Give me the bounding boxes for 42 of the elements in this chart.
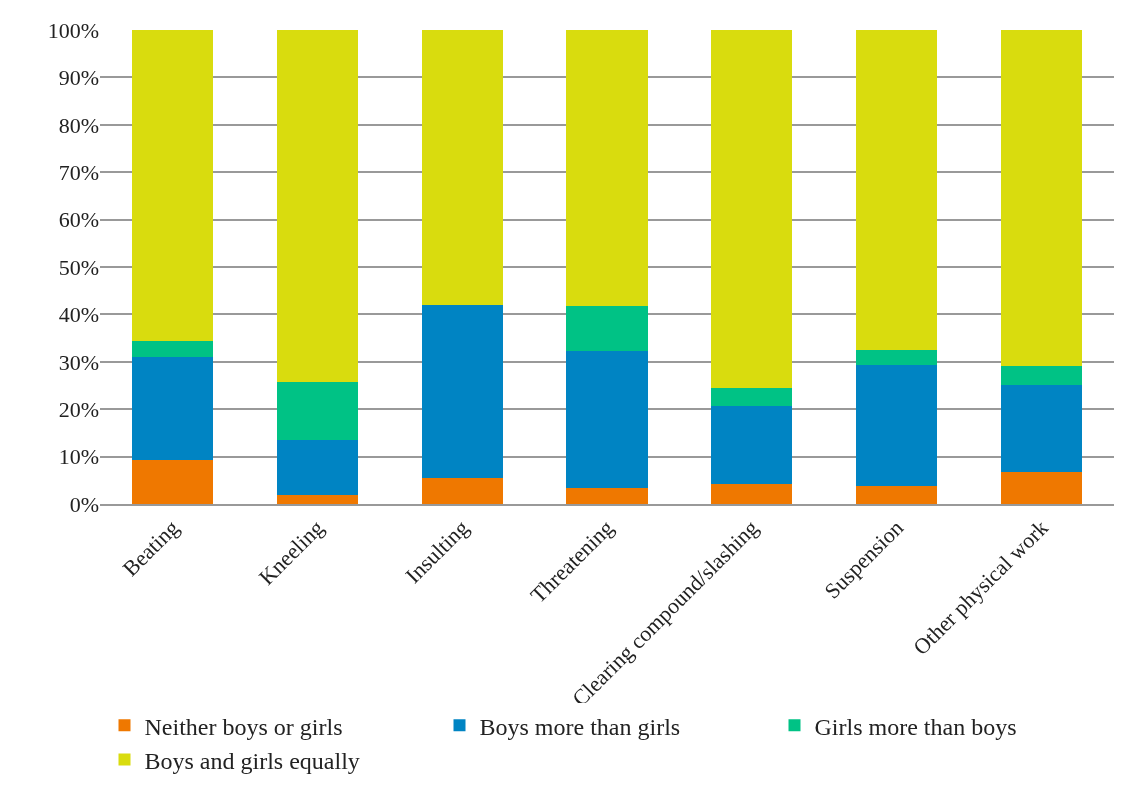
bar xyxy=(856,364,938,487)
legend-label: Boys and girls equally xyxy=(144,747,360,774)
bar xyxy=(711,406,793,484)
y-tick-label: 100% xyxy=(47,17,99,43)
bar xyxy=(276,381,358,441)
bar xyxy=(566,487,648,504)
bar xyxy=(566,306,648,352)
bar xyxy=(566,30,648,307)
bar xyxy=(1001,384,1083,473)
bar xyxy=(856,30,938,350)
bar xyxy=(856,486,938,504)
bar xyxy=(276,495,358,504)
y-tick-label: 0% xyxy=(69,491,99,517)
bar xyxy=(421,30,503,305)
y-tick-label: 70% xyxy=(58,159,99,185)
y-tick-label: 90% xyxy=(58,65,99,91)
bar xyxy=(1001,366,1083,385)
bar xyxy=(711,483,793,504)
bar xyxy=(711,30,793,388)
y-tick-label: 60% xyxy=(58,207,99,233)
bar xyxy=(131,340,213,358)
bar xyxy=(131,460,213,504)
y-tick-label: 10% xyxy=(58,444,99,470)
y-tick-label: 20% xyxy=(58,396,99,422)
y-tick-label: 80% xyxy=(58,112,99,138)
bar xyxy=(856,349,938,365)
legend-label: Boys more than girls xyxy=(479,713,681,740)
bar xyxy=(421,477,503,504)
y-tick-label: 30% xyxy=(58,349,99,375)
bar xyxy=(1001,30,1083,367)
bar xyxy=(276,30,358,382)
legend-label: Girls more than boys xyxy=(814,713,1017,740)
bar xyxy=(711,387,793,407)
y-tick-label: 50% xyxy=(58,254,99,280)
bar xyxy=(131,357,213,461)
bar xyxy=(131,30,213,341)
bar xyxy=(276,440,358,496)
bar xyxy=(566,351,648,488)
bar xyxy=(421,304,503,478)
legend-label: Neither boys or girls xyxy=(144,713,343,740)
y-tick-label: 40% xyxy=(58,302,99,328)
bar xyxy=(1001,472,1083,504)
